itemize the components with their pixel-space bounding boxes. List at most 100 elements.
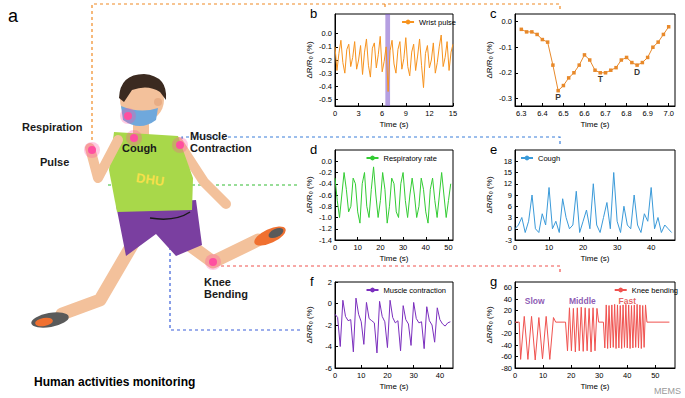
svg-text:30: 30 — [409, 371, 417, 380]
svg-text:30: 30 — [399, 243, 407, 252]
svg-text:20: 20 — [567, 371, 575, 380]
svg-text:6.7: 6.7 — [600, 109, 610, 118]
svg-text:10: 10 — [545, 243, 553, 252]
svg-text:ΔR/R₀ (%): ΔR/R₀ (%) — [305, 176, 314, 213]
svg-text:-0.4: -0.4 — [319, 82, 332, 91]
svg-text:-0.8: -0.8 — [319, 202, 332, 211]
svg-text:7.0: 7.0 — [663, 109, 673, 118]
svg-text:e: e — [490, 142, 497, 157]
svg-text:ΔR/R₀ (%): ΔR/R₀ (%) — [305, 41, 314, 78]
svg-text:40: 40 — [623, 371, 631, 380]
svg-text:2: 2 — [328, 278, 332, 287]
svg-text:40: 40 — [422, 243, 430, 252]
svg-text:-20: -20 — [501, 329, 512, 338]
svg-text:-0.4: -0.4 — [319, 179, 332, 188]
svg-text:-0.1: -0.1 — [499, 43, 512, 52]
svg-text:6.3: 6.3 — [516, 109, 526, 118]
svg-text:f: f — [310, 274, 314, 289]
svg-text:Time (s): Time (s) — [379, 382, 408, 391]
svg-text:Knee: Knee — [204, 276, 231, 288]
svg-text:0: 0 — [333, 109, 337, 118]
svg-text:-0.2: -0.2 — [319, 168, 332, 177]
svg-text:-0.3: -0.3 — [499, 94, 512, 103]
svg-text:0.0: 0.0 — [322, 157, 332, 166]
svg-text:50: 50 — [651, 371, 659, 380]
svg-text:-1.0: -1.0 — [319, 213, 332, 222]
svg-text:3: 3 — [508, 213, 512, 222]
svg-text:Human activities monitoring: Human activities monitoring — [34, 375, 195, 389]
svg-text:a: a — [8, 6, 19, 26]
svg-text:Time (s): Time (s) — [379, 254, 408, 263]
svg-text:Pulse: Pulse — [40, 156, 69, 168]
svg-text:-4: -4 — [325, 342, 332, 351]
svg-text:30: 30 — [613, 243, 621, 252]
svg-text:6: 6 — [380, 109, 384, 118]
svg-text:ΔR/R₀ (%): ΔR/R₀ (%) — [485, 306, 494, 343]
svg-text:20: 20 — [579, 243, 587, 252]
svg-text:-0.1: -0.1 — [319, 42, 332, 51]
svg-text:b: b — [310, 6, 317, 21]
svg-text:15: 15 — [504, 168, 512, 177]
svg-text:-0.3: -0.3 — [319, 69, 332, 78]
svg-text:10: 10 — [354, 243, 362, 252]
svg-text:50: 50 — [444, 243, 452, 252]
svg-text:20: 20 — [376, 243, 384, 252]
svg-text:0: 0 — [513, 371, 517, 380]
svg-text:-80: -80 — [501, 364, 512, 373]
svg-text:0: 0 — [513, 243, 517, 252]
svg-text:Time (s): Time (s) — [379, 120, 408, 129]
svg-text:20: 20 — [504, 306, 512, 315]
svg-text:12: 12 — [504, 179, 512, 188]
svg-text:0.0: 0.0 — [502, 17, 512, 26]
svg-text:Wrist pulse: Wrist pulse — [419, 18, 456, 27]
svg-text:10: 10 — [357, 371, 365, 380]
svg-text:-0.6: -0.6 — [319, 191, 332, 200]
svg-text:-0.5: -0.5 — [319, 95, 332, 104]
svg-text:ΔR/R₀ (%): ΔR/R₀ (%) — [485, 176, 494, 213]
svg-text:Contraction: Contraction — [190, 142, 252, 154]
svg-text:ΔR/R₀ (%): ΔR/R₀ (%) — [305, 306, 314, 343]
svg-text:60: 60 — [504, 283, 512, 292]
svg-text:40: 40 — [647, 243, 655, 252]
svg-text:Slow: Slow — [525, 296, 545, 306]
svg-text:Time (s): Time (s) — [580, 120, 609, 129]
svg-text:Time (s): Time (s) — [580, 382, 609, 391]
svg-text:12: 12 — [425, 109, 433, 118]
svg-text:-60: -60 — [501, 352, 512, 361]
svg-text:0: 0 — [328, 299, 332, 308]
svg-text:DHU: DHU — [135, 170, 165, 189]
svg-text:-3: -3 — [505, 236, 512, 245]
svg-text:P: P — [555, 92, 561, 102]
svg-text:6.9: 6.9 — [642, 109, 652, 118]
svg-text:Cough: Cough — [122, 142, 157, 154]
svg-text:40: 40 — [504, 295, 512, 304]
svg-text:Muscle: Muscle — [190, 130, 227, 142]
svg-text:D: D — [634, 67, 640, 77]
svg-text:30: 30 — [595, 371, 603, 380]
svg-text:Knee bending: Knee bending — [632, 286, 678, 295]
svg-text:Middle: Middle — [569, 296, 596, 306]
svg-text:-40: -40 — [501, 341, 512, 350]
svg-text:Respiration: Respiration — [22, 121, 83, 133]
svg-text:-6: -6 — [325, 364, 332, 373]
svg-text:0: 0 — [333, 371, 337, 380]
svg-text:-2: -2 — [325, 321, 332, 330]
svg-text:3: 3 — [357, 109, 361, 118]
svg-text:-0.2: -0.2 — [499, 68, 512, 77]
svg-text:40: 40 — [436, 371, 444, 380]
svg-text:20: 20 — [383, 371, 391, 380]
svg-text:c: c — [490, 6, 497, 21]
svg-text:6.4: 6.4 — [537, 109, 547, 118]
svg-text:Bending: Bending — [204, 288, 248, 300]
svg-text:9: 9 — [508, 191, 512, 200]
svg-text:6.5: 6.5 — [558, 109, 568, 118]
svg-text:Respiratory rate: Respiratory rate — [384, 154, 437, 163]
svg-text:d: d — [310, 142, 317, 157]
svg-text:0: 0 — [508, 318, 512, 327]
svg-text:Time (s): Time (s) — [580, 254, 609, 263]
svg-text:6.8: 6.8 — [621, 109, 631, 118]
svg-text:9: 9 — [404, 109, 408, 118]
svg-text:g: g — [490, 274, 497, 289]
svg-text:0.0: 0.0 — [322, 29, 332, 38]
svg-text:-1.4: -1.4 — [319, 236, 332, 245]
